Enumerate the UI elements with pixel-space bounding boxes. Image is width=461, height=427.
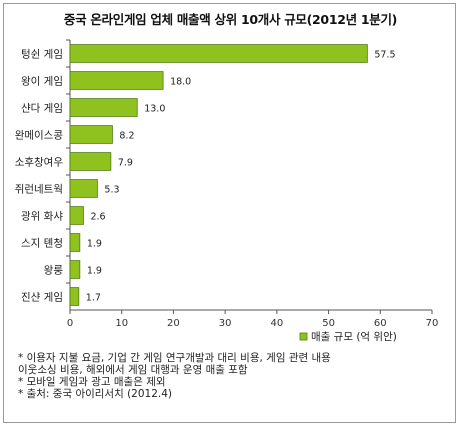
- value-label: 8.2: [119, 131, 134, 142]
- value-label: 57.5: [374, 50, 395, 61]
- bar: [69, 179, 98, 198]
- value-label: 1.9: [87, 239, 102, 250]
- category-label: 진샨 게임: [21, 291, 63, 304]
- footnotes: * 이용자 지불 요금, 기업 간 게임 연구개발과 대리 비용, 게임 관련 …: [18, 352, 448, 400]
- bar: [69, 71, 164, 90]
- value-label: 13.0: [144, 104, 165, 115]
- x-tick-label: 60: [374, 318, 387, 329]
- footnote-line: * 출처: 중국 아이리서치 (2012.4): [18, 388, 173, 400]
- x-tick-label: 30: [219, 318, 232, 329]
- value-label: 7.9: [118, 158, 133, 169]
- value-label: 18.0: [170, 77, 191, 88]
- x-tick-label: 50: [322, 318, 335, 329]
- bar-chart: 0 10 20 30 40 50 60 70 텅쉰 게임 57.5 왕이 게임 18.0 샨다 게임 13…: [15, 39, 439, 343]
- bar: [69, 287, 80, 306]
- bar: [69, 44, 368, 63]
- value-label: 1.7: [86, 293, 101, 304]
- category-label: 쥐런네트웍: [15, 184, 63, 196]
- value-label: 5.3: [104, 185, 119, 196]
- category-label: 왕룽: [44, 265, 64, 277]
- category-label: 소후창여우: [15, 157, 64, 169]
- category-label: 완메이스콩: [15, 129, 64, 142]
- bar: [69, 152, 112, 171]
- x-tick-label: 70: [426, 318, 439, 329]
- footnote-line: 이웃소싱 비용, 해외에서 게임 대행과 운영 매출 포함: [18, 364, 248, 376]
- bar: [69, 125, 113, 144]
- bar: [69, 98, 138, 117]
- x-tick-label: 40: [270, 318, 283, 329]
- bar: [69, 233, 81, 252]
- category-label: 광위 화샤: [21, 210, 63, 223]
- value-label: 2.6: [90, 212, 105, 223]
- x-tick-label: 20: [167, 318, 180, 329]
- bar: [69, 206, 84, 225]
- x-tick-label: 0: [67, 318, 73, 329]
- chart-frame: [3, 3, 456, 423]
- category-label: 스지 톈청: [21, 238, 63, 250]
- category-label: 텅쉰 게임: [21, 48, 63, 61]
- bar: [69, 260, 81, 279]
- category-label: 왕이 게임: [21, 75, 63, 88]
- value-label: 1.9: [87, 266, 102, 277]
- category-label: 샨다 게임: [21, 102, 63, 115]
- footnote-line: * 이용자 지불 요금, 기업 간 게임 연구개발과 대리 비용, 게임 관련 …: [18, 352, 331, 364]
- x-tick-label: 10: [115, 318, 128, 329]
- footnote-line: * 모바일 게임과 광고 매출은 제외: [18, 376, 166, 388]
- legend-label: 매출 규모 (억 위안): [311, 330, 397, 343]
- chart-title: 중국 온라인게임 업체 매출액 상위 10개사 규모(2012년 1분기): [63, 12, 398, 27]
- legend-swatch: [299, 332, 308, 341]
